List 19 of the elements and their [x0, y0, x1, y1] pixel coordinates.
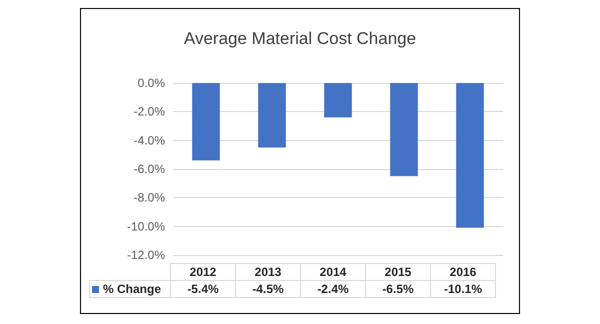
text: -6.5% — [382, 282, 414, 296]
chart-title: Average Material Cost Change — [184, 29, 416, 48]
y-tick-label: 0.0% — [138, 76, 166, 90]
text: -4.5% — [252, 282, 284, 296]
text: -5.4% — [187, 282, 219, 296]
y-tick-label: -2.0% — [134, 104, 166, 119]
x-tick-label: 2014 — [300, 264, 366, 280]
y-tick-label: -6.0% — [134, 162, 166, 176]
x-tick-label: 2012 — [170, 264, 236, 280]
x-tick-label: 2016 — [430, 264, 496, 280]
y-tick-label: -12.0% — [126, 248, 166, 262]
text: -2.4% — [317, 282, 349, 296]
y-tick-label: -4.0% — [134, 133, 166, 148]
text: -10.1% — [444, 282, 482, 296]
y-tick-label: -8.0% — [134, 190, 166, 205]
x-tick-label: 2015 — [366, 264, 430, 280]
y-tick-label: -10.0% — [126, 219, 166, 234]
x-tick-label: 2013 — [236, 264, 300, 280]
legend-label: % Change — [90, 280, 170, 298]
